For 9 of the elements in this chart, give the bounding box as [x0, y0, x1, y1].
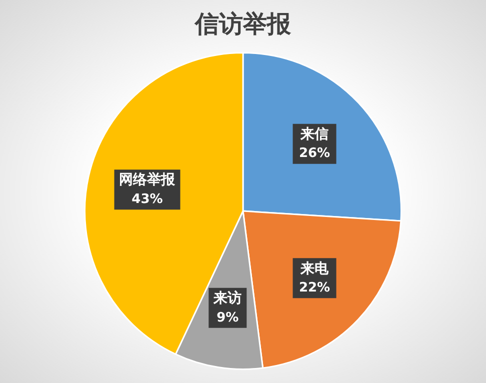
data-label: 9%: [216, 310, 239, 326]
slice-label: 来电: [300, 260, 330, 277]
data-label: 26%: [298, 146, 330, 162]
data-label: 43%: [132, 192, 163, 207]
slice-label: 来信: [300, 126, 329, 142]
chart-title: 信访举报: [193, 10, 292, 40]
slice-label: 网络举报: [119, 171, 176, 188]
data-label: 22%: [298, 280, 330, 296]
slice-label: 来访: [212, 290, 242, 307]
